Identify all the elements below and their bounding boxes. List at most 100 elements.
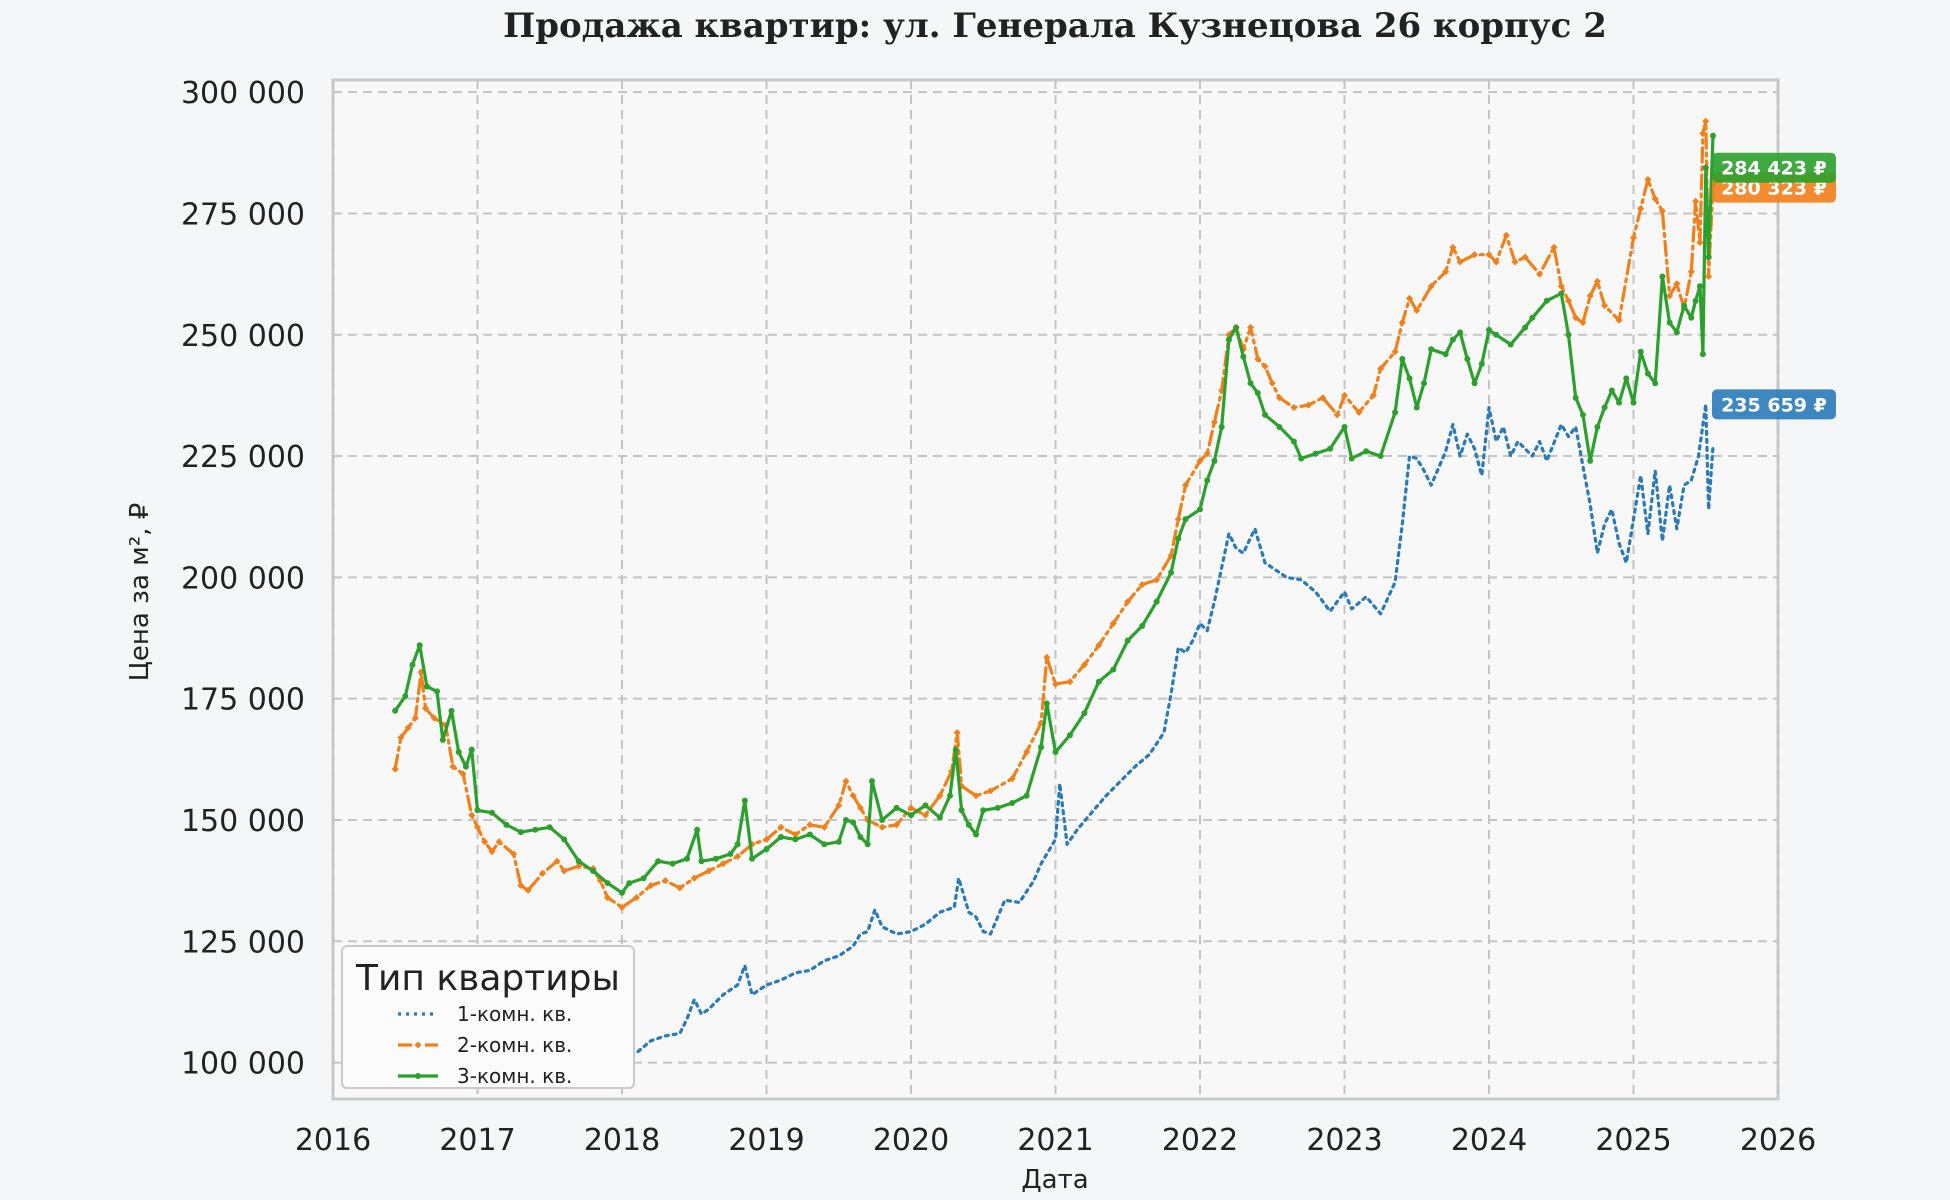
y-tick-label: 125 000 — [181, 925, 305, 960]
data-point — [632, 894, 640, 902]
data-point — [1204, 477, 1211, 484]
annotations: 235 659 ₽ 280 323 ₽284 423 ₽ — [1711, 152, 1836, 420]
data-point — [448, 707, 455, 714]
data-point — [1327, 445, 1334, 452]
data-point — [1124, 637, 1131, 644]
data-point — [1197, 506, 1203, 513]
annotation-label: 235 659 ₽ — [1721, 394, 1827, 416]
data-point — [1392, 409, 1399, 416]
x-tick-label: 2021 — [1017, 1123, 1093, 1158]
y-tick-label: 100 000 — [181, 1047, 305, 1082]
data-point — [604, 880, 611, 887]
data-point — [402, 693, 409, 700]
data-point — [1543, 297, 1550, 304]
data-point — [1225, 336, 1232, 343]
data-point — [421, 704, 430, 712]
data-point — [842, 816, 849, 823]
data-point — [980, 807, 987, 814]
data-point — [1601, 404, 1608, 411]
data-point — [1038, 744, 1045, 751]
legend-item: 1-комн. кв. — [398, 1002, 572, 1026]
data-point — [1290, 438, 1297, 445]
data-point — [391, 765, 399, 773]
data-point — [416, 642, 423, 649]
data-point — [488, 847, 496, 856]
data-point — [947, 792, 954, 799]
data-point — [409, 661, 416, 668]
data-point — [1692, 297, 1699, 304]
data-point — [893, 821, 901, 829]
data-point — [878, 823, 886, 831]
data-point — [1110, 666, 1117, 673]
data-point — [719, 860, 727, 868]
data-point — [404, 724, 412, 732]
data-point — [777, 823, 785, 831]
data-point — [727, 850, 734, 857]
legend-box — [341, 945, 635, 1089]
data-point — [973, 831, 980, 838]
series-line — [577, 402, 1715, 1057]
data-point — [411, 714, 419, 722]
series-2 — [391, 117, 1717, 911]
data-point — [1608, 387, 1615, 394]
data-point — [690, 874, 698, 882]
y-tick-label: 300 000 — [181, 76, 305, 111]
data-point — [936, 792, 944, 800]
data-point — [741, 797, 748, 804]
data-point — [524, 886, 532, 894]
data-point — [546, 824, 553, 831]
data-point — [698, 858, 705, 865]
data-point — [922, 802, 929, 809]
legend-label: 1-комн. кв. — [457, 1002, 572, 1026]
x-axis-label: Дата — [1021, 1165, 1088, 1195]
data-point — [1659, 273, 1666, 280]
data-point — [655, 858, 662, 865]
data-point — [1696, 283, 1703, 290]
data-point — [952, 746, 959, 753]
data-point — [806, 821, 814, 829]
data-point — [953, 729, 961, 737]
data-point — [1218, 423, 1225, 430]
data-point — [1594, 423, 1601, 430]
data-point — [1705, 254, 1712, 261]
chart-title: Продажа квартир: ул. Генерала Кузнецова … — [503, 6, 1607, 46]
data-point — [791, 831, 799, 839]
data-point — [907, 804, 915, 812]
data-point — [1052, 749, 1059, 756]
data-point — [1558, 290, 1565, 297]
data-point — [749, 855, 756, 862]
x-tick-label: 2019 — [728, 1123, 804, 1158]
x-tick-label: 2017 — [439, 1123, 515, 1158]
legend-marker — [415, 1073, 421, 1079]
data-point — [1262, 411, 1269, 418]
data-point — [792, 836, 799, 843]
data-point — [676, 884, 684, 892]
data-point — [473, 823, 482, 831]
y-tick-label: 275 000 — [181, 197, 305, 232]
data-point — [1043, 700, 1050, 707]
annotation-label: 284 423 ₽ — [1721, 158, 1827, 180]
data-point — [857, 833, 864, 840]
data-point — [1630, 399, 1637, 406]
data-point — [495, 838, 503, 846]
data-point — [619, 889, 625, 896]
data-point — [1572, 394, 1579, 401]
data-point — [1428, 346, 1435, 353]
data-point — [777, 833, 784, 840]
legend-title: Тип квартиры — [355, 958, 620, 999]
data-point — [835, 838, 842, 845]
data-point — [575, 862, 583, 870]
data-point — [430, 714, 438, 722]
data-point — [488, 809, 495, 816]
data-point — [1449, 336, 1456, 343]
data-point — [468, 811, 476, 819]
data-point — [1341, 423, 1348, 430]
data-point — [1688, 314, 1695, 321]
x-tick-label: 2025 — [1595, 1123, 1671, 1158]
data-point — [1095, 678, 1102, 685]
legend-label: 2-комн. кв. — [457, 1033, 572, 1057]
data-point — [669, 860, 676, 867]
y-tick-label: 225 000 — [181, 440, 305, 475]
data-point — [1233, 324, 1240, 331]
